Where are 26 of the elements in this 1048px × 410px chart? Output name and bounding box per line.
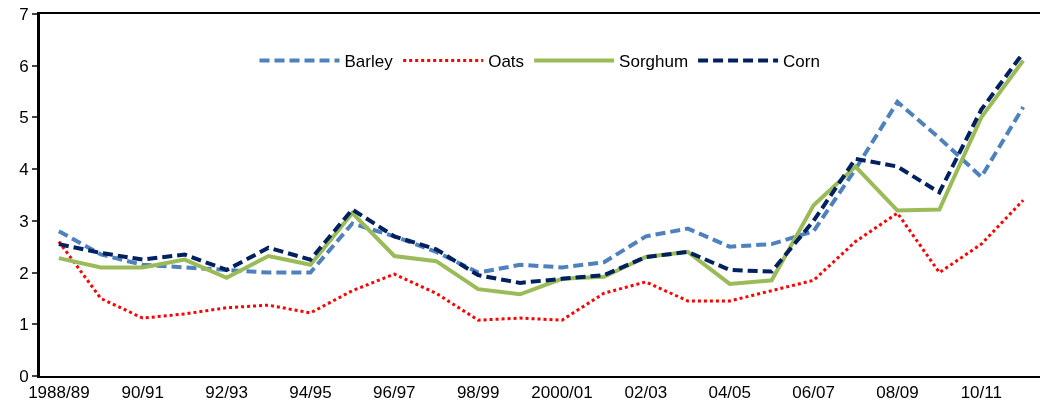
x-tick-label: 96/97 (373, 383, 416, 403)
legend-label: Corn (783, 52, 820, 72)
legend-label: Barley (344, 52, 394, 72)
x-tick-label: 06/07 (792, 383, 835, 403)
x-tick-label: 10/11 (960, 383, 1002, 403)
y-tick-label: 5 (19, 108, 29, 128)
y-tick-label: 1 (19, 315, 29, 335)
x-tick-label: 02/03 (624, 383, 668, 403)
line-series (57, 198, 1025, 322)
x-tick-label: 90/91 (121, 383, 164, 403)
x-tick-label: 94/95 (289, 383, 332, 403)
y-tick-label: 0 (19, 366, 29, 386)
legend-label: Oats (488, 52, 525, 72)
y-tick-label: 2 (19, 263, 29, 283)
y-tick-label: 4 (19, 160, 29, 180)
x-tick-label: 04/05 (708, 383, 751, 403)
x-tick-label: 2000/01 (531, 383, 593, 403)
legend-label: Sorghum (619, 52, 689, 72)
x-tick-label: 08/09 (876, 383, 919, 403)
y-tick-label: 3 (19, 211, 29, 231)
y-tick-label: 7 (19, 4, 29, 24)
y-tick-label: 6 (19, 56, 29, 76)
x-tick-label: 92/93 (205, 383, 248, 403)
x-tick-label: 98/99 (456, 383, 500, 403)
x-tick-label: 1988/89 (28, 383, 90, 403)
line-series (56, 99, 1026, 275)
